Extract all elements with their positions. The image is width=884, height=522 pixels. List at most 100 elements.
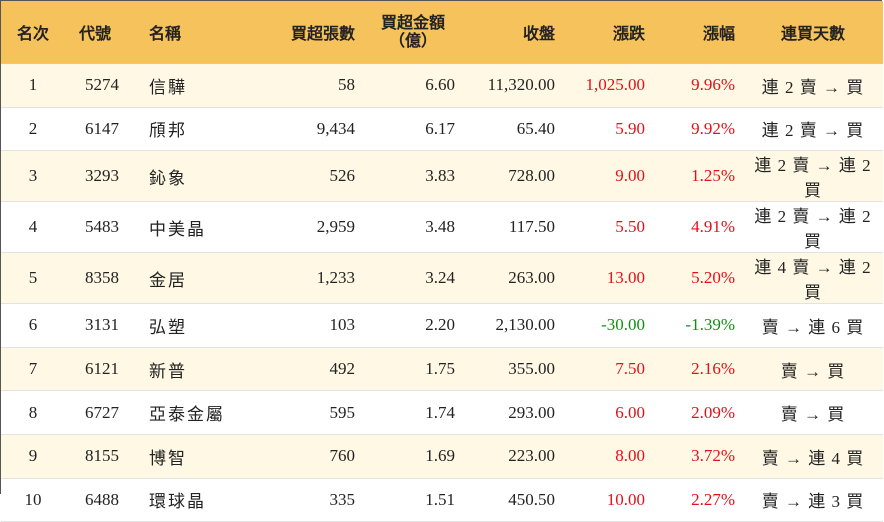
net-buy-shares-cell: 2,959 [233, 201, 363, 254]
rank-cell: 7 [1, 347, 65, 392]
stock-code-cell: 6727 [65, 390, 133, 435]
close-price-cell: 293.00 [463, 390, 563, 435]
header-name: 名稱 [133, 1, 233, 64]
change-cell: 13.00 [563, 252, 653, 305]
stock-name-cell: 信驊 [133, 63, 233, 108]
stock-name-cell: 中美晶 [133, 201, 233, 254]
table-row: 4 5483 中美晶 2,959 3.48 117.50 5.50 4.91% 連 2 賣 → … [1, 201, 883, 254]
consecutive-days-cell: 賣 → 買 [743, 390, 883, 435]
rank-cell: 6 [1, 303, 65, 348]
net-buy-amount-cell: 6.60 [363, 63, 463, 108]
change-pct-cell: 3.72% [653, 434, 743, 479]
close-price-cell: 11,320.00 [463, 63, 563, 108]
net-buy-shares-cell: 9,434 [233, 107, 363, 152]
close-price-cell: 263.00 [463, 252, 563, 305]
stock-name-cell: 弘塑 [133, 303, 233, 348]
header-code: 代號 [65, 1, 133, 64]
header-net-buy-shares: 買超張數 [233, 1, 363, 64]
rank-cell: 5 [1, 252, 65, 305]
change-pct-cell: 2.27% [653, 478, 743, 522]
stock-code-cell: 8358 [65, 252, 133, 305]
close-price-cell: 450.50 [463, 478, 563, 522]
net-buy-shares-cell: 492 [233, 347, 363, 392]
table-row: 3 3293 鈊象 526 3.83 728.00 9.00 1.25% 連 2 賣 → 連 2… [1, 150, 883, 203]
change-cell: 8.00 [563, 434, 653, 479]
change-pct-cell: 9.92% [653, 107, 743, 152]
rank-cell: 3 [1, 150, 65, 203]
stock-code-cell: 3131 [65, 303, 133, 348]
rank-cell: 8 [1, 390, 65, 435]
net-buy-amount-cell: 1.75 [363, 347, 463, 392]
close-price-cell: 223.00 [463, 434, 563, 479]
header-net-buy-amount: 買超金額 （億） [363, 1, 463, 64]
consecutive-days-cell: 連 4 賣 → 連 2 買 [743, 252, 883, 305]
net-buy-shares-cell: 335 [233, 478, 363, 522]
net-buy-shares-cell: 1,233 [233, 252, 363, 305]
rank-cell: 4 [1, 201, 65, 254]
rank-cell: 10 [1, 478, 65, 522]
change-cell: 5.50 [563, 201, 653, 254]
net-buy-shares-cell: 58 [233, 63, 363, 108]
stock-code-cell: 3293 [65, 150, 133, 203]
consecutive-days-cell: 賣 → 買 [743, 347, 883, 392]
stock-name-cell: 亞泰金屬 [133, 390, 233, 435]
table-row: 10 6488 環球晶 335 1.51 450.50 10.00 2.27% 賣 → 連 3 … [1, 478, 883, 522]
change-pct-cell: 4.91% [653, 201, 743, 254]
net-buy-amount-cell: 2.20 [363, 303, 463, 348]
net-buy-amount-cell: 3.24 [363, 252, 463, 305]
table-row: 2 6147 頎邦 9,434 6.17 65.40 5.90 9.92% 連 2 賣 → 買 [1, 107, 883, 152]
change-pct-cell: 9.96% [653, 63, 743, 108]
change-pct-cell: 5.20% [653, 252, 743, 305]
change-cell: -30.00 [563, 303, 653, 348]
header-consecutive-days: 連買天數 [743, 1, 883, 64]
change-pct-cell: 2.09% [653, 390, 743, 435]
net-buy-amount-cell: 6.17 [363, 107, 463, 152]
change-pct-cell: 1.25% [653, 150, 743, 203]
stock-name-cell: 金居 [133, 252, 233, 305]
header-net-buy-amount-unit: （億） [388, 31, 437, 50]
table-row: 5 8358 金居 1,233 3.24 263.00 13.00 5.20% 連 4 賣 → … [1, 252, 883, 305]
table-row: 9 8155 博智 760 1.69 223.00 8.00 3.72% 賣 → 連 4 買 [1, 434, 883, 479]
header-close: 收盤 [463, 1, 563, 64]
change-pct-cell: 2.16% [653, 347, 743, 392]
close-price-cell: 65.40 [463, 107, 563, 152]
change-cell: 1,025.00 [563, 63, 653, 108]
stock-code-cell: 5274 [65, 63, 133, 108]
consecutive-days-cell: 賣 → 連 3 買 [743, 478, 883, 522]
stock-name-cell: 鈊象 [133, 150, 233, 203]
stock-code-cell: 6147 [65, 107, 133, 152]
table-row: 8 6727 亞泰金屬 595 1.74 293.00 6.00 2.09% 賣 → 買 [1, 390, 883, 435]
net-buy-shares-cell: 103 [233, 303, 363, 348]
stock-code-cell: 5483 [65, 201, 133, 254]
change-pct-cell: -1.39% [653, 303, 743, 348]
net-buy-amount-cell: 1.69 [363, 434, 463, 479]
stock-name-cell: 新普 [133, 347, 233, 392]
stock-name-cell: 頎邦 [133, 107, 233, 152]
rank-cell: 9 [1, 434, 65, 479]
change-cell: 9.00 [563, 150, 653, 203]
stock-code-cell: 6488 [65, 478, 133, 522]
change-cell: 5.90 [563, 107, 653, 152]
consecutive-days-cell: 連 2 賣 → 買 [743, 107, 883, 152]
stock-code-cell: 8155 [65, 434, 133, 479]
consecutive-days-cell: 賣 → 連 4 買 [743, 434, 883, 479]
header-rank: 名次 [1, 1, 65, 64]
close-price-cell: 728.00 [463, 150, 563, 203]
net-buy-amount-cell: 3.48 [363, 201, 463, 254]
close-price-cell: 2,130.00 [463, 303, 563, 348]
close-price-cell: 355.00 [463, 347, 563, 392]
net-buy-shares-cell: 526 [233, 150, 363, 203]
consecutive-days-cell: 賣 → 連 6 買 [743, 303, 883, 348]
rank-cell: 1 [1, 63, 65, 108]
header-change-pct: 漲幅 [653, 1, 743, 64]
consecutive-days-cell: 連 2 賣 → 連 2 買 [743, 150, 883, 203]
header-change: 漲跌 [563, 1, 653, 64]
change-cell: 10.00 [563, 478, 653, 522]
change-cell: 7.50 [563, 347, 653, 392]
consecutive-days-cell: 連 2 賣 → 連 2 買 [743, 201, 883, 254]
stock-name-cell: 環球晶 [133, 478, 233, 522]
net-buy-amount-cell: 1.74 [363, 390, 463, 435]
table-row: 1 5274 信驊 58 6.60 11,320.00 1,025.00 9.96% 連 2 賣… [1, 63, 883, 108]
